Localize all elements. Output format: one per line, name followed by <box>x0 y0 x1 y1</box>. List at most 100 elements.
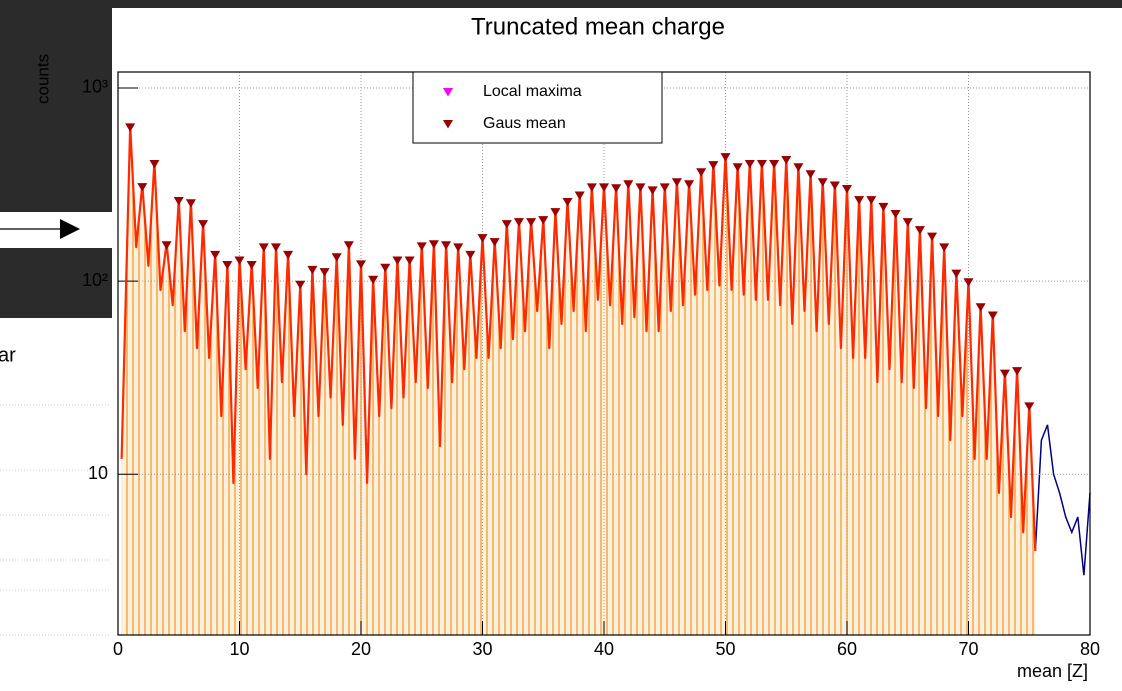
marker <box>173 197 184 206</box>
marker <box>404 256 415 265</box>
marker <box>550 208 561 217</box>
marker <box>635 183 646 192</box>
marker <box>732 163 743 172</box>
x-tick-label: 30 <box>472 639 492 659</box>
marker <box>805 170 816 179</box>
marker <box>477 234 488 243</box>
x-tick-label: 50 <box>715 639 735 659</box>
marker <box>295 280 306 290</box>
marker <box>927 232 938 242</box>
marker <box>586 183 597 192</box>
marker <box>210 250 221 260</box>
marker <box>137 183 148 192</box>
y-axis-label: counts <box>33 54 52 104</box>
marker <box>416 242 427 251</box>
side-panel-gap <box>0 212 112 248</box>
marker <box>793 163 804 172</box>
legend-label: Gaus mean <box>483 115 566 132</box>
marker <box>501 220 512 229</box>
marker <box>599 183 609 192</box>
x-tick-label: 10 <box>229 639 249 659</box>
marker <box>671 178 682 187</box>
marker <box>647 186 658 195</box>
marker <box>878 202 889 212</box>
marker <box>963 278 974 287</box>
legend-box <box>412 71 663 144</box>
marker <box>708 161 719 170</box>
marker <box>441 241 452 250</box>
marker <box>659 183 670 192</box>
marker <box>428 240 439 249</box>
x-tick-label: 60 <box>837 639 857 659</box>
legend-marker <box>443 88 453 97</box>
marker <box>623 180 634 189</box>
marker <box>562 197 573 207</box>
marker <box>781 155 792 165</box>
x-tick-label: 80 <box>1080 639 1100 659</box>
arrow-head <box>60 219 80 239</box>
marker <box>611 184 622 193</box>
marker <box>319 268 330 277</box>
marker <box>574 191 585 201</box>
marker <box>234 256 245 265</box>
marker <box>453 243 464 252</box>
marker <box>744 159 755 169</box>
marker <box>246 261 257 270</box>
marker <box>185 199 196 208</box>
marker <box>1012 367 1023 376</box>
marker <box>829 181 840 191</box>
marker <box>258 243 269 252</box>
marker <box>951 269 962 279</box>
chart-title: Truncated mean charge <box>471 13 725 40</box>
marker <box>684 180 695 189</box>
marker <box>489 238 500 247</box>
marker <box>756 159 767 169</box>
marker <box>149 159 160 169</box>
side-panel <box>0 0 112 318</box>
marker <box>720 153 731 162</box>
x-tick-label: 40 <box>594 639 614 659</box>
marker <box>999 369 1010 379</box>
marker <box>283 250 294 260</box>
marker <box>538 216 549 225</box>
marker <box>987 311 998 320</box>
marker <box>222 261 233 270</box>
marker <box>696 168 707 177</box>
x-tick-label: 20 <box>351 639 371 659</box>
background-text: ar <box>0 344 16 366</box>
marker <box>890 209 901 219</box>
marker <box>465 250 476 260</box>
y-tick-label: 10³ <box>82 77 108 97</box>
tail-line <box>1034 424 1091 576</box>
marker <box>842 185 852 194</box>
background-lines <box>0 404 110 636</box>
marker <box>902 218 913 227</box>
marker <box>1024 402 1035 411</box>
marker <box>270 243 281 252</box>
x-tick-label: 0 <box>113 639 123 659</box>
marker <box>368 275 379 285</box>
x-axis-label: mean [Z] <box>1017 661 1088 681</box>
marker <box>939 243 950 252</box>
marker <box>343 241 354 250</box>
marker <box>769 159 780 169</box>
marker <box>854 196 865 205</box>
marker <box>817 178 828 187</box>
marker <box>975 303 986 312</box>
y-tick-label: 10² <box>82 270 108 290</box>
legend-marker <box>443 120 453 129</box>
marker <box>513 218 524 227</box>
marker <box>356 260 366 269</box>
marker <box>307 265 318 275</box>
marker <box>161 241 172 250</box>
y-tick-label: 10 <box>88 463 108 483</box>
marker <box>526 218 537 227</box>
marker <box>392 256 403 265</box>
marker <box>866 196 877 205</box>
histogram-area <box>121 125 1036 636</box>
marker <box>198 220 209 229</box>
marker <box>125 123 136 132</box>
top-panel <box>0 0 1122 8</box>
marker <box>380 263 391 273</box>
